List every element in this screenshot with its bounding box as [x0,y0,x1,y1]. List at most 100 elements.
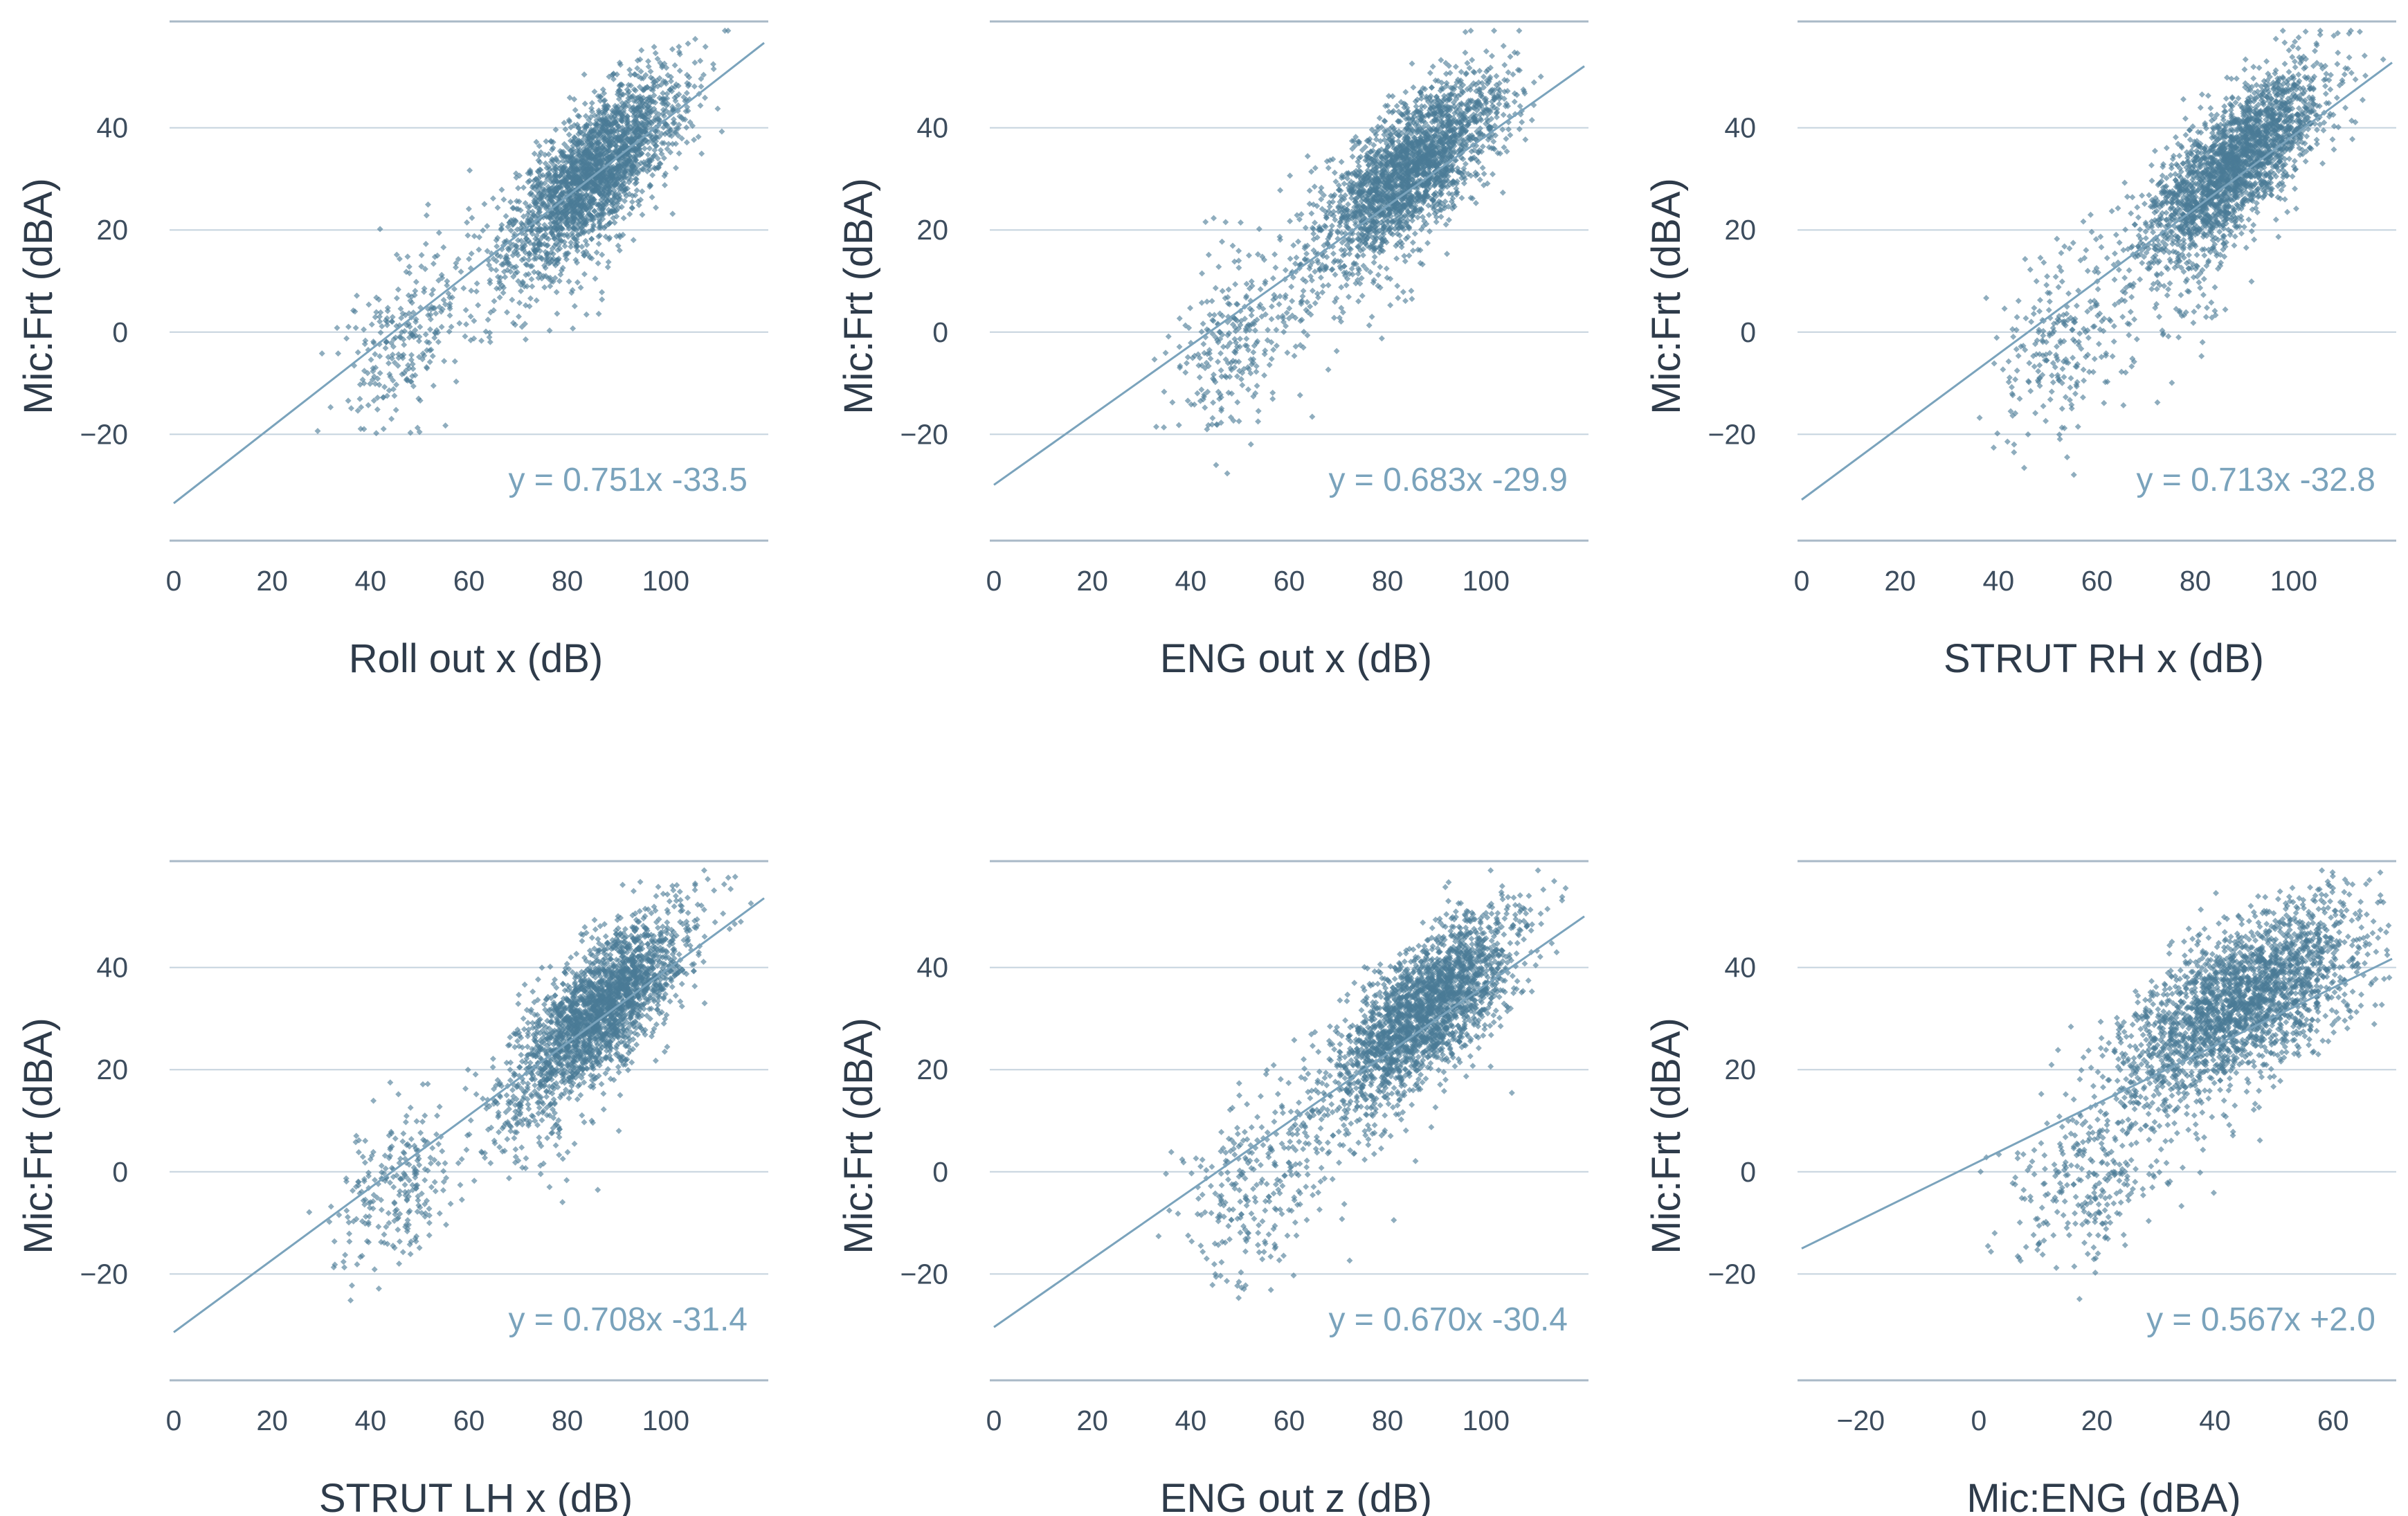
scatter-point [1437,87,1444,94]
scatter-point [652,133,659,140]
scatter-point [334,325,341,332]
scatter-point [664,145,671,152]
scatter-point [525,256,532,263]
scatter-point [548,229,555,236]
scatter-point [533,138,540,145]
scatter-point [1528,117,1535,124]
scatter-point [484,248,491,255]
scatter-point [536,226,543,233]
scatter-point [673,81,680,88]
scatter-point [1292,343,1299,350]
scatter-point [1366,139,1373,146]
scatter-point [1151,356,1158,363]
scatter-point [352,325,359,332]
scatter-point [531,255,538,262]
scatter-point [570,224,577,231]
scatter-point [1375,271,1382,278]
scatter-point [584,165,591,172]
scatter-point [1368,126,1375,133]
scatter-point [624,90,631,97]
scatter-point [377,318,383,325]
scatter-point [669,46,676,53]
scatter-point [603,127,610,134]
scatter-point [1247,441,1254,448]
scatter-point [511,249,518,255]
scatter-point [1448,91,1455,98]
scatter-point [604,264,611,271]
scatter-point [417,397,424,404]
scatter-point [1449,161,1456,168]
scatter-point [1419,182,1426,189]
scatter-point [439,274,446,281]
scatter-point [467,167,473,174]
scatter-point [476,234,483,241]
scatter-point [664,129,671,136]
scatter-point [659,140,666,147]
scatter-point [1341,180,1348,187]
scatter-point [1443,129,1450,136]
scatter-point [416,334,423,341]
scatter-point [1451,109,1458,116]
scatter-point [603,156,610,163]
scatter-point [1386,136,1393,143]
scatter-point [1485,144,1492,151]
scatter-point [1222,219,1229,226]
scatter-point [615,242,622,249]
scatter-point [665,141,672,147]
scatter-point [1265,327,1271,334]
scatter-point [1511,49,1518,56]
scatter-point [511,264,518,271]
scatter-point [1348,170,1355,177]
scatter-point [1454,189,1460,196]
scatter-point [622,99,629,106]
scatter-point [1197,397,1204,404]
scatter-point [601,138,608,145]
scatter-point [1530,79,1537,86]
scatter-point [718,128,725,135]
scatter-point [650,152,657,159]
scatter-point [1460,82,1467,89]
scatter-point [1243,335,1250,342]
scatter-point [691,136,698,143]
scatter-point [1232,327,1239,334]
scatter-point [1393,152,1400,159]
scatter-point [408,352,415,359]
scatter-point [642,114,649,121]
scatter-point [596,145,603,152]
scatter-point [595,260,601,267]
scatter-point [1406,252,1413,259]
scatter-point [1406,120,1413,127]
scatter-point [468,250,475,257]
scatter-point [438,323,445,330]
scatter-point [498,261,505,268]
scatter-point [514,269,520,276]
scatter-point [664,72,671,79]
scatter-point [685,40,691,47]
scatter-point [660,107,667,114]
scatter-point [1248,278,1255,285]
scatter-point [1483,120,1490,127]
scatter-point [580,249,587,256]
scatter-point [612,102,619,109]
scatter-point [611,208,618,215]
scatter-point [1413,156,1420,163]
scatter-point [426,326,433,333]
scatter-point [1389,172,1396,179]
scatter-point [543,254,550,261]
y-tick-label: 40 [916,112,948,144]
scatter-point [579,243,586,250]
scatter-point [593,249,600,256]
scatter-point [1489,53,1496,60]
scatter-point [1379,159,1386,165]
scatter-point [399,310,406,317]
scatter-point [1487,73,1494,80]
scatter-point [587,185,594,192]
scatter-point [583,221,590,228]
scatter-point [574,141,581,147]
scatter-point [1445,113,1452,120]
scatter-point [561,119,568,126]
scatter-point [1207,355,1214,362]
scatter-point [1328,210,1334,217]
scatter-point [1503,100,1510,107]
scatter-point [1363,197,1370,204]
